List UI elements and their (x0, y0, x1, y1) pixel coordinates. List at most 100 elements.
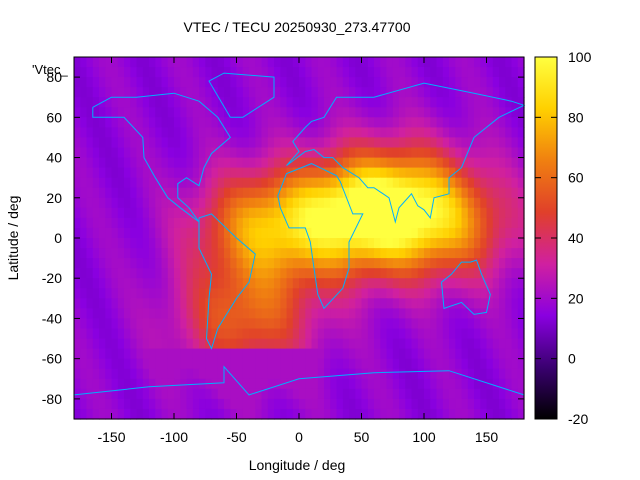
heatmap-cell (374, 298, 381, 309)
heatmap-cell (261, 57, 269, 68)
heatmap-cell (192, 217, 200, 229)
heatmap-cell (374, 157, 381, 169)
heatmap-cell (299, 107, 306, 118)
heatmap-cell (511, 318, 519, 330)
heatmap-cell (417, 238, 425, 249)
heatmap-cell (236, 388, 244, 400)
heatmap-cell (205, 378, 213, 390)
heatmap-cell (174, 268, 181, 279)
heatmap-cell (492, 77, 500, 88)
heatmap-cell (411, 238, 419, 249)
heatmap-cell (411, 187, 419, 199)
heatmap-cell (255, 298, 263, 309)
heatmap-cell (386, 137, 394, 149)
heatmap-cell (111, 187, 119, 199)
heatmap-cell (255, 308, 263, 320)
heatmap-cell (492, 97, 500, 108)
heatmap-cell (80, 157, 88, 169)
heatmap-cell (374, 408, 381, 420)
heatmap-cell (411, 398, 419, 410)
heatmap-cell (399, 157, 406, 169)
heatmap-plot-area (74, 57, 525, 420)
heatmap-cell (324, 238, 331, 249)
heatmap-cell (267, 238, 275, 249)
heatmap-cell (399, 167, 406, 179)
heatmap-cell (130, 288, 138, 299)
heatmap-cell (492, 408, 500, 420)
heatmap-cell (117, 57, 125, 68)
heatmap-cell (430, 408, 438, 420)
heatmap-cell (492, 187, 500, 199)
heatmap-cell (299, 177, 306, 189)
heatmap-cell (230, 248, 238, 259)
heatmap-cell (286, 308, 294, 320)
heatmap-cell (361, 278, 369, 289)
heatmap-cell (236, 97, 244, 108)
heatmap-cell (305, 137, 313, 149)
heatmap-cell (92, 107, 100, 118)
heatmap-cell (342, 197, 350, 209)
heatmap-cell (149, 268, 156, 279)
heatmap-cell (305, 77, 313, 88)
heatmap-cell (380, 157, 388, 169)
heatmap-cell (311, 197, 319, 209)
heatmap-cell (411, 318, 419, 330)
heatmap-cell (517, 278, 525, 289)
heatmap-cell (367, 398, 375, 410)
heatmap-cell (517, 318, 525, 330)
heatmap-cell (311, 348, 319, 360)
heatmap-cell (480, 197, 488, 209)
heatmap-cell (117, 258, 125, 269)
heatmap-cell (367, 248, 375, 259)
heatmap-cell (411, 127, 419, 139)
heatmap-cell (149, 238, 156, 249)
heatmap-cell (149, 217, 156, 229)
heatmap-cell (467, 388, 475, 400)
heatmap-cell (211, 57, 219, 68)
heatmap-cell (230, 258, 238, 269)
heatmap-cell (455, 348, 463, 360)
heatmap-cell (499, 408, 506, 420)
heatmap-cell (449, 408, 456, 420)
heatmap-cell (274, 308, 281, 320)
heatmap-cell (374, 117, 381, 128)
heatmap-cell (511, 298, 519, 309)
heatmap-cell (161, 67, 169, 78)
heatmap-cell (424, 197, 431, 209)
heatmap-cell (336, 127, 344, 139)
heatmap-cell (199, 368, 206, 380)
heatmap-cell (130, 107, 138, 118)
heatmap-cell (349, 167, 356, 179)
heatmap-cell (511, 408, 519, 420)
heatmap-cell (280, 328, 288, 340)
heatmap-cell (286, 268, 294, 279)
heatmap-cell (392, 328, 400, 340)
heatmap-cell (305, 127, 313, 139)
heatmap-cell (386, 258, 394, 269)
heatmap-cell (380, 358, 388, 370)
heatmap-cell (380, 298, 388, 309)
heatmap-cell (180, 107, 188, 118)
heatmap-cell (149, 97, 156, 108)
heatmap-cell (474, 177, 481, 189)
heatmap-cell (505, 388, 513, 400)
heatmap-cell (274, 117, 281, 128)
heatmap-cell (405, 57, 413, 68)
heatmap-cell (124, 217, 131, 229)
heatmap-cell (355, 57, 363, 68)
heatmap-cell (324, 77, 331, 88)
heatmap-cell (124, 117, 131, 128)
heatmap-cell (161, 358, 169, 370)
heatmap-cell (211, 147, 219, 159)
heatmap-cell (342, 348, 350, 360)
heatmap-cell (349, 258, 356, 269)
heatmap-cell (267, 127, 275, 139)
heatmap-cell (155, 187, 163, 199)
heatmap-cell (374, 147, 381, 159)
heatmap-cell (217, 207, 225, 219)
heatmap-cell (299, 358, 306, 370)
heatmap-cell (199, 97, 206, 108)
heatmap-cell (186, 127, 194, 139)
heatmap-cell (486, 368, 494, 380)
heatmap-cell (74, 368, 81, 380)
